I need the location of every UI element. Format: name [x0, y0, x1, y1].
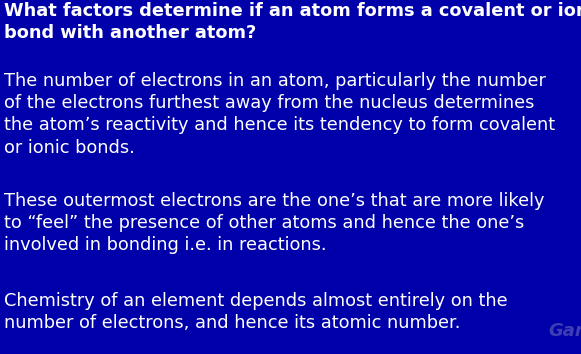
Text: The number of electrons in an atom, particularly the number
of the electrons fur: The number of electrons in an atom, part…: [4, 72, 555, 156]
Text: Chemistry of an element depends almost entirely on the
number of electrons, and : Chemistry of an element depends almost e…: [4, 292, 508, 332]
Text: Gamma: Gamma: [548, 322, 581, 340]
Text: What factors determine if an atom forms a covalent or ionic
bond with another at: What factors determine if an atom forms …: [4, 2, 581, 42]
Text: These outermost electrons are the one’s that are more likely
to “feel” the prese: These outermost electrons are the one’s …: [4, 192, 544, 255]
